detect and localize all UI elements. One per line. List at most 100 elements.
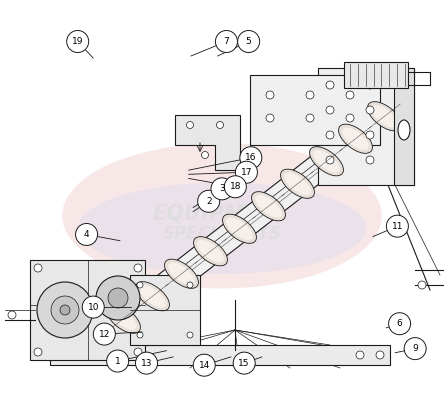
Ellipse shape bbox=[252, 192, 285, 221]
Ellipse shape bbox=[197, 240, 224, 263]
Circle shape bbox=[215, 30, 238, 53]
Ellipse shape bbox=[165, 259, 198, 288]
Text: 17: 17 bbox=[241, 168, 252, 177]
Ellipse shape bbox=[78, 183, 366, 274]
Ellipse shape bbox=[62, 143, 382, 288]
Circle shape bbox=[386, 215, 408, 237]
Circle shape bbox=[51, 296, 79, 324]
Ellipse shape bbox=[139, 285, 166, 308]
Text: 10: 10 bbox=[87, 303, 99, 312]
Circle shape bbox=[326, 106, 334, 114]
Circle shape bbox=[224, 176, 246, 198]
Text: 7: 7 bbox=[224, 37, 229, 46]
Text: 3: 3 bbox=[219, 184, 225, 193]
Ellipse shape bbox=[110, 308, 137, 330]
Circle shape bbox=[93, 323, 115, 345]
Circle shape bbox=[187, 282, 193, 288]
Ellipse shape bbox=[398, 120, 410, 140]
Circle shape bbox=[326, 156, 334, 164]
Circle shape bbox=[366, 156, 374, 164]
Text: 18: 18 bbox=[230, 182, 241, 191]
Text: 6: 6 bbox=[397, 319, 402, 328]
Text: 15: 15 bbox=[238, 359, 250, 368]
Circle shape bbox=[198, 190, 220, 212]
Circle shape bbox=[404, 337, 426, 360]
Text: 11: 11 bbox=[392, 222, 403, 231]
Circle shape bbox=[106, 351, 114, 359]
Text: 5: 5 bbox=[246, 37, 251, 46]
Circle shape bbox=[217, 122, 223, 129]
Circle shape bbox=[108, 288, 128, 308]
Circle shape bbox=[37, 282, 93, 338]
Circle shape bbox=[134, 348, 142, 356]
Circle shape bbox=[61, 351, 69, 359]
Circle shape bbox=[388, 312, 411, 335]
Text: EQUIPMENT: EQUIPMENT bbox=[153, 204, 291, 224]
Circle shape bbox=[137, 282, 143, 288]
Circle shape bbox=[107, 350, 129, 372]
Polygon shape bbox=[394, 68, 414, 185]
Ellipse shape bbox=[284, 173, 311, 195]
Circle shape bbox=[135, 352, 158, 374]
Text: 16: 16 bbox=[245, 153, 257, 162]
Circle shape bbox=[235, 161, 258, 183]
Ellipse shape bbox=[222, 214, 257, 243]
Circle shape bbox=[266, 91, 274, 99]
Circle shape bbox=[186, 122, 194, 129]
Circle shape bbox=[60, 305, 70, 315]
Circle shape bbox=[67, 30, 89, 53]
Circle shape bbox=[376, 351, 384, 359]
Ellipse shape bbox=[168, 263, 195, 285]
Ellipse shape bbox=[255, 195, 282, 217]
Circle shape bbox=[187, 332, 193, 338]
Circle shape bbox=[202, 151, 209, 159]
Circle shape bbox=[326, 131, 334, 139]
Circle shape bbox=[418, 281, 426, 289]
Text: 2: 2 bbox=[206, 197, 211, 206]
Polygon shape bbox=[50, 345, 390, 365]
Text: 1: 1 bbox=[115, 356, 120, 366]
Ellipse shape bbox=[281, 169, 314, 198]
Circle shape bbox=[366, 131, 374, 139]
Circle shape bbox=[34, 348, 42, 356]
Text: 14: 14 bbox=[198, 361, 210, 370]
Circle shape bbox=[8, 311, 16, 319]
Circle shape bbox=[366, 106, 374, 114]
Circle shape bbox=[34, 264, 42, 272]
Text: 13: 13 bbox=[141, 359, 152, 368]
Polygon shape bbox=[250, 75, 380, 145]
Circle shape bbox=[233, 352, 255, 374]
Circle shape bbox=[326, 81, 334, 89]
Circle shape bbox=[211, 178, 233, 200]
Circle shape bbox=[366, 81, 374, 89]
Circle shape bbox=[240, 146, 262, 169]
Circle shape bbox=[306, 91, 314, 99]
Ellipse shape bbox=[371, 105, 398, 127]
Circle shape bbox=[82, 296, 104, 318]
Polygon shape bbox=[175, 115, 240, 170]
Ellipse shape bbox=[368, 102, 401, 131]
Circle shape bbox=[306, 114, 314, 122]
Circle shape bbox=[134, 264, 142, 272]
Text: SPECIALISTS: SPECIALISTS bbox=[163, 225, 281, 244]
Text: 4: 4 bbox=[84, 230, 89, 239]
Polygon shape bbox=[100, 95, 408, 340]
Polygon shape bbox=[344, 62, 408, 88]
Circle shape bbox=[346, 114, 354, 122]
Ellipse shape bbox=[342, 127, 369, 150]
Ellipse shape bbox=[226, 217, 253, 240]
Circle shape bbox=[238, 30, 260, 53]
Polygon shape bbox=[30, 260, 145, 360]
Ellipse shape bbox=[309, 146, 344, 176]
Text: 12: 12 bbox=[99, 330, 110, 339]
Circle shape bbox=[75, 223, 98, 246]
Circle shape bbox=[346, 91, 354, 99]
Circle shape bbox=[193, 354, 215, 376]
Text: 19: 19 bbox=[72, 37, 83, 46]
Ellipse shape bbox=[313, 150, 340, 173]
Ellipse shape bbox=[135, 282, 170, 311]
Circle shape bbox=[96, 276, 140, 320]
Ellipse shape bbox=[107, 304, 140, 333]
Polygon shape bbox=[318, 68, 414, 185]
Text: 9: 9 bbox=[412, 344, 418, 353]
